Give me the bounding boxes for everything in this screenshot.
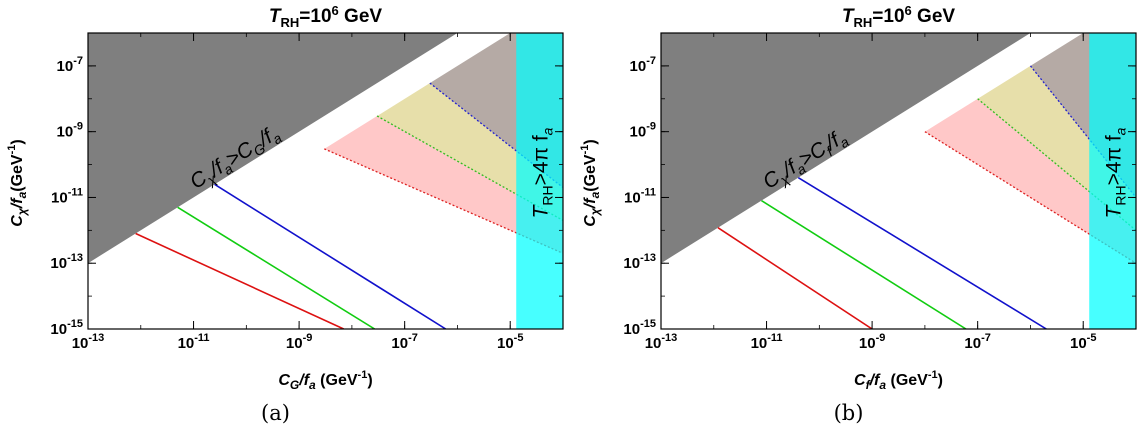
x-tick-label: 10-7 bbox=[964, 332, 990, 352]
y-axis-label: Cχ/fa(GeV-1) bbox=[6, 139, 29, 226]
band-region-1 bbox=[324, 116, 563, 254]
trh-vertical-band bbox=[516, 33, 563, 329]
panel-sublabel: (b) bbox=[834, 401, 864, 425]
x-axis-label: CG/fa (GeV-1) bbox=[278, 369, 372, 392]
x-tick-label: 10-7 bbox=[391, 332, 417, 352]
vertical-band-label: TRH>4π fa bbox=[1103, 127, 1129, 218]
y-tick-label: 10-15 bbox=[50, 318, 83, 338]
vertical-band-label: TRH>4π fa bbox=[530, 127, 556, 218]
exclusion-wedge bbox=[661, 33, 1031, 264]
x-tick-label: 10-9 bbox=[286, 332, 312, 352]
plot-frame bbox=[660, 32, 1137, 330]
y-tick-label: 10-11 bbox=[624, 186, 656, 206]
chart-panel-a: 10-13 10-11 10-9 10-7 10-5 10-15 10-13 10-11 10-… bbox=[6, 3, 564, 425]
y-axis-label: Cχ/fa(GeV-1) bbox=[579, 139, 602, 226]
y-axis-label-group: Cχ/fa(GeV-1) bbox=[6, 139, 29, 226]
series-line-3 bbox=[214, 183, 447, 329]
y-axis-label-group: Cχ/fa(GeV-1) bbox=[579, 139, 602, 226]
x-axis-label: Cf/fa (GeV-1) bbox=[854, 369, 943, 392]
x-tick-label: 10-11 bbox=[751, 332, 783, 352]
series-line-2 bbox=[761, 199, 967, 329]
series-line-1 bbox=[135, 232, 345, 329]
chart-title: TRH=106 GeV bbox=[269, 3, 382, 30]
y-tick-label: 10-13 bbox=[50, 252, 83, 272]
chart-title: TRH=106 GeV bbox=[842, 3, 955, 30]
band-region-1 bbox=[924, 98, 1136, 264]
series-line-1 bbox=[717, 227, 873, 329]
plot-frame bbox=[87, 32, 564, 330]
x-tick-label: 10-5 bbox=[497, 332, 523, 352]
x-tick-label: 10-13 bbox=[645, 332, 678, 352]
x-tick-label: 10-9 bbox=[859, 332, 885, 352]
y-tick-label: 10-7 bbox=[630, 55, 656, 75]
chart-b-svg: 10-13 10-11 10-9 10-7 10-510-1510-1310-1110-… bbox=[579, 3, 1137, 425]
y-tick-label: 10-13 bbox=[623, 252, 656, 272]
plot-area bbox=[661, 33, 1136, 329]
x-tick-label: 10-11 bbox=[178, 332, 210, 352]
trh-vertical-band bbox=[1089, 33, 1136, 329]
y-tick-label: 10-11 bbox=[51, 186, 83, 206]
plot-area bbox=[88, 33, 563, 329]
x-tick-label: 10-13 bbox=[72, 332, 105, 352]
dotted-boundary-1 bbox=[924, 131, 1136, 264]
chart-a-svg: 10-13 10-11 10-9 10-7 10-510-1510-1310-1110-… bbox=[6, 3, 564, 425]
y-tick-label: 10-15 bbox=[623, 318, 656, 338]
panel-sublabel: (a) bbox=[261, 401, 290, 425]
chart-panel-b: 10-13 10-11 10-9 10-7 10-5 10-15 10-13 10-11 10-… bbox=[573, 0, 1146, 437]
exclusion-wedge bbox=[88, 33, 458, 264]
y-tick-label: 10-9 bbox=[57, 121, 83, 141]
series-line-2 bbox=[177, 206, 376, 329]
series-line-3 bbox=[797, 176, 1047, 329]
y-tick-label: 10-9 bbox=[630, 121, 656, 141]
x-tick-label: 10-5 bbox=[1070, 332, 1096, 352]
y-tick-label: 10-7 bbox=[57, 55, 83, 75]
